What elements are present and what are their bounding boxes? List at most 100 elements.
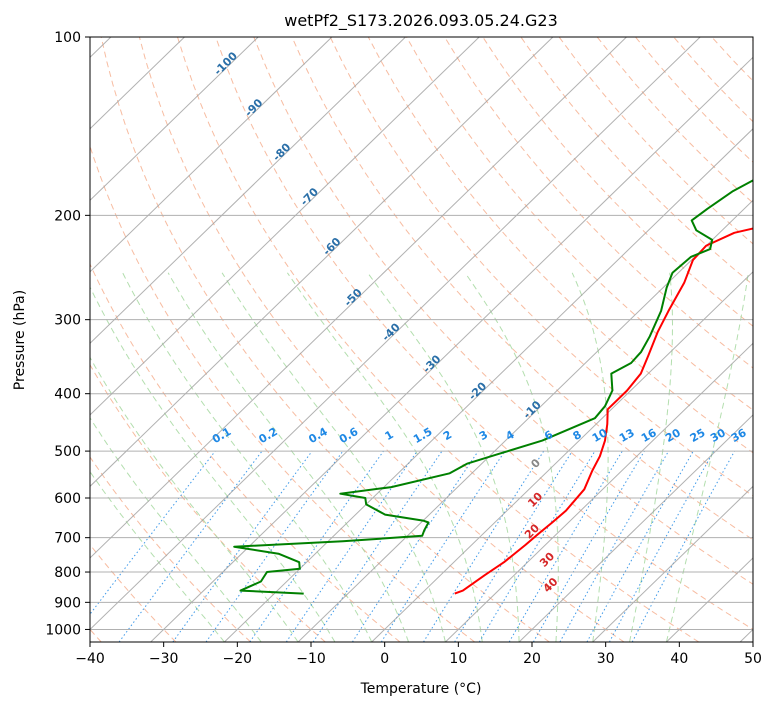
- moist-adiabat: [167, 272, 410, 642]
- y-tick-label: 1000: [45, 622, 81, 638]
- x-tick-label: −20: [223, 651, 253, 667]
- mixing-ratio-line: [205, 450, 344, 642]
- isotherm-label: -50: [342, 286, 365, 309]
- y-tick-label: 800: [54, 565, 81, 581]
- moist-adiabat: [90, 416, 262, 642]
- isotherm-label: -80: [270, 140, 293, 163]
- mixing-ratio-label: 3: [477, 428, 490, 443]
- moist-adiabat: [367, 272, 520, 642]
- isotherm-label: -90: [242, 96, 265, 119]
- temperature-label: 30: [537, 549, 557, 569]
- isotherm: [739, 628, 753, 642]
- dry-adiabat: [329, 37, 753, 497]
- isotherm-label: -30: [420, 352, 443, 375]
- isotherm: [371, 271, 753, 642]
- dry-adiabat: [367, 37, 753, 454]
- dry-adiabat: [558, 37, 753, 245]
- chart-title: wetPf2_S173.2026.093.05.24.G23: [284, 11, 558, 31]
- x-tick-label: −10: [296, 651, 326, 667]
- isotherm: [90, 37, 554, 488]
- mixing-ratio-label: 0.4: [306, 425, 330, 446]
- isotherm-label: -60: [320, 235, 343, 258]
- dewpoint-profile-line: [233, 179, 753, 595]
- mixing-ratio-line: [478, 450, 596, 642]
- dry-adiabat: [100, 37, 550, 642]
- y-tick-label: 500: [54, 444, 81, 460]
- isotherm-label: -70: [298, 185, 321, 208]
- moist-adiabat: [286, 272, 483, 642]
- mixing-ratio-line: [351, 450, 479, 642]
- mixing-ratio-line: [454, 450, 573, 642]
- mixing-ratio-label: 2: [441, 428, 454, 443]
- isotherm: [592, 485, 753, 642]
- dry-adiabat: [177, 37, 700, 642]
- y-tick-label: 600: [54, 491, 81, 507]
- y-tick-label: 100: [54, 30, 81, 46]
- dry-adiabat: [90, 263, 401, 642]
- y-tick-label: 200: [54, 208, 81, 224]
- plot-frame: [89, 36, 754, 643]
- temperature-label: 0: [528, 456, 543, 471]
- x-tick-label: 10: [449, 651, 467, 667]
- isotherm-label: -100: [211, 49, 240, 78]
- isotherm: [90, 37, 259, 202]
- mixing-ratio-line: [380, 450, 506, 642]
- mixing-ratio-label: 1.5: [411, 425, 434, 446]
- isotherm-label: -10: [521, 398, 544, 421]
- mixing-ratio-label: 25: [688, 426, 708, 445]
- dry-adiabat: [90, 456, 251, 642]
- y-tick-label: 700: [54, 531, 81, 547]
- moist-adiabat: [90, 470, 225, 642]
- y-axis-label: Pressure (hPa): [12, 290, 28, 390]
- dry-adiabat: [482, 37, 753, 327]
- moist-adiabat: [665, 272, 749, 642]
- y-tick-label: 300: [54, 313, 81, 329]
- x-tick-label: 40: [670, 651, 688, 667]
- y-tick-label: 400: [54, 387, 81, 403]
- temperature-label: 40: [541, 575, 561, 595]
- mixing-ratio-line: [90, 450, 216, 615]
- dry-adiabat: [215, 37, 753, 630]
- x-tick-label: 0: [380, 651, 389, 667]
- mixing-ratio-line: [172, 450, 313, 642]
- dry-adiabat: [291, 37, 753, 541]
- isotherm: [90, 37, 333, 273]
- mixing-ratio-label: 36: [729, 426, 749, 445]
- mixing-ratio-line: [508, 450, 623, 642]
- mixing-ratio-label: 20: [663, 426, 683, 445]
- mixing-ratio-label: 0.1: [210, 425, 233, 446]
- mixing-ratio-line: [312, 450, 443, 642]
- isotherm: [90, 37, 406, 345]
- mixing-ratio-label: 13: [617, 426, 637, 445]
- isotherm: [445, 342, 753, 642]
- x-tick-label: −40: [75, 651, 105, 667]
- mixing-ratio-label: 0.6: [337, 425, 361, 446]
- x-tick-label: 30: [597, 651, 615, 667]
- moist-adiabat: [90, 285, 336, 642]
- dry-adiabat: [711, 37, 753, 82]
- isotherm-label: -20: [466, 379, 489, 402]
- dry-adiabat: [253, 37, 753, 585]
- isotherm: [297, 199, 753, 642]
- isotherm: [90, 37, 701, 631]
- dry-adiabat: [749, 37, 753, 41]
- mixing-ratio-line: [586, 450, 694, 642]
- mixing-ratio-line: [631, 450, 736, 642]
- dry-adiabat: [138, 37, 625, 642]
- dry-adiabat: [90, 144, 476, 642]
- mixing-ratio-line: [249, 450, 384, 642]
- temperature-label: 20: [522, 521, 542, 541]
- mixing-ratio-line: [608, 450, 715, 642]
- x-tick-label: 50: [744, 651, 762, 667]
- mixing-ratio-line: [285, 450, 418, 642]
- mixing-ratio-label: 8: [571, 428, 584, 443]
- mixing-ratio-label: 16: [639, 426, 659, 445]
- moist-adiabat: [571, 272, 609, 642]
- moist-adiabat: [90, 356, 299, 642]
- mixing-ratio-line: [559, 450, 670, 642]
- dry-adiabat: [90, 363, 326, 642]
- isotherm: [150, 56, 753, 642]
- mixing-ratio-label: 1: [383, 428, 396, 443]
- y-tick-label: 900: [54, 595, 81, 611]
